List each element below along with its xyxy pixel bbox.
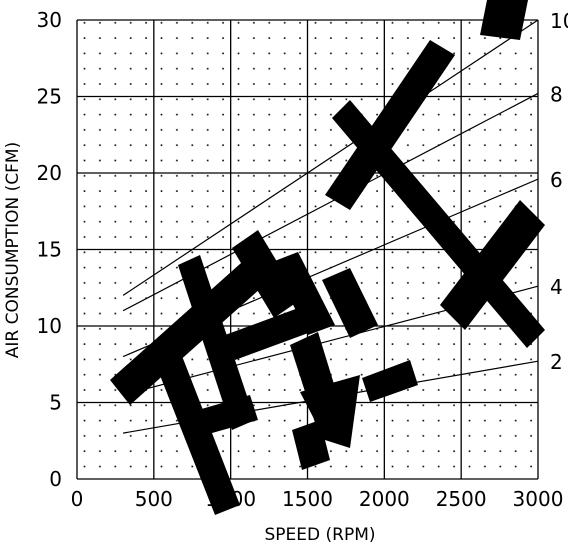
watermark-stroke bbox=[322, 268, 378, 338]
y-tick-label: 5 bbox=[49, 391, 62, 415]
y-tick-label: 30 bbox=[37, 8, 62, 32]
series-label: 8 bbox=[550, 82, 563, 106]
watermark-stroke bbox=[440, 200, 545, 330]
watermark-stroke bbox=[198, 395, 258, 435]
watermark-stroke bbox=[150, 338, 240, 515]
y-axis-label: AIR CONSUMPTION (CFM) bbox=[3, 142, 23, 358]
watermark bbox=[110, 0, 545, 515]
x-tick-label: 1000 bbox=[205, 487, 256, 511]
y-tick-label: 15 bbox=[37, 238, 62, 262]
watermark-stroke bbox=[232, 230, 300, 318]
watermark-stroke bbox=[300, 375, 360, 448]
x-tick-label: 2500 bbox=[436, 487, 487, 511]
series-label: 6 bbox=[550, 168, 563, 192]
watermark-stroke bbox=[292, 420, 330, 470]
x-axis-ticks: 0 500 1000 1500 2000 2500 3000 bbox=[71, 487, 564, 511]
watermark-stroke bbox=[362, 360, 418, 402]
x-tick-label: 3000 bbox=[513, 487, 564, 511]
series-labels: 2 4 6 8 10 bbox=[550, 9, 568, 374]
watermark-stroke bbox=[480, 0, 528, 40]
x-tick-label: 2000 bbox=[359, 487, 410, 511]
series-label: 4 bbox=[550, 275, 563, 299]
y-axis-ticks: 0 5 10 15 20 25 30 bbox=[37, 8, 62, 491]
watermark-stroke bbox=[110, 255, 270, 405]
series-line bbox=[122, 19, 539, 296]
series-label: 10 bbox=[550, 9, 568, 33]
y-tick-label: 10 bbox=[37, 314, 62, 338]
watermark-stroke bbox=[325, 40, 455, 210]
series-label: 2 bbox=[550, 350, 563, 374]
y-tick-label: 25 bbox=[37, 85, 62, 109]
x-tick-label: 500 bbox=[135, 487, 173, 511]
x-tick-label: 0 bbox=[71, 487, 84, 511]
y-tick-label: 20 bbox=[37, 161, 62, 185]
watermark-stroke bbox=[178, 255, 255, 430]
x-axis-label: SPEED (RPM) bbox=[264, 525, 375, 545]
y-tick-label: 0 bbox=[49, 467, 62, 491]
x-tick-label: 1500 bbox=[282, 487, 333, 511]
watermark-stroke bbox=[225, 300, 330, 360]
